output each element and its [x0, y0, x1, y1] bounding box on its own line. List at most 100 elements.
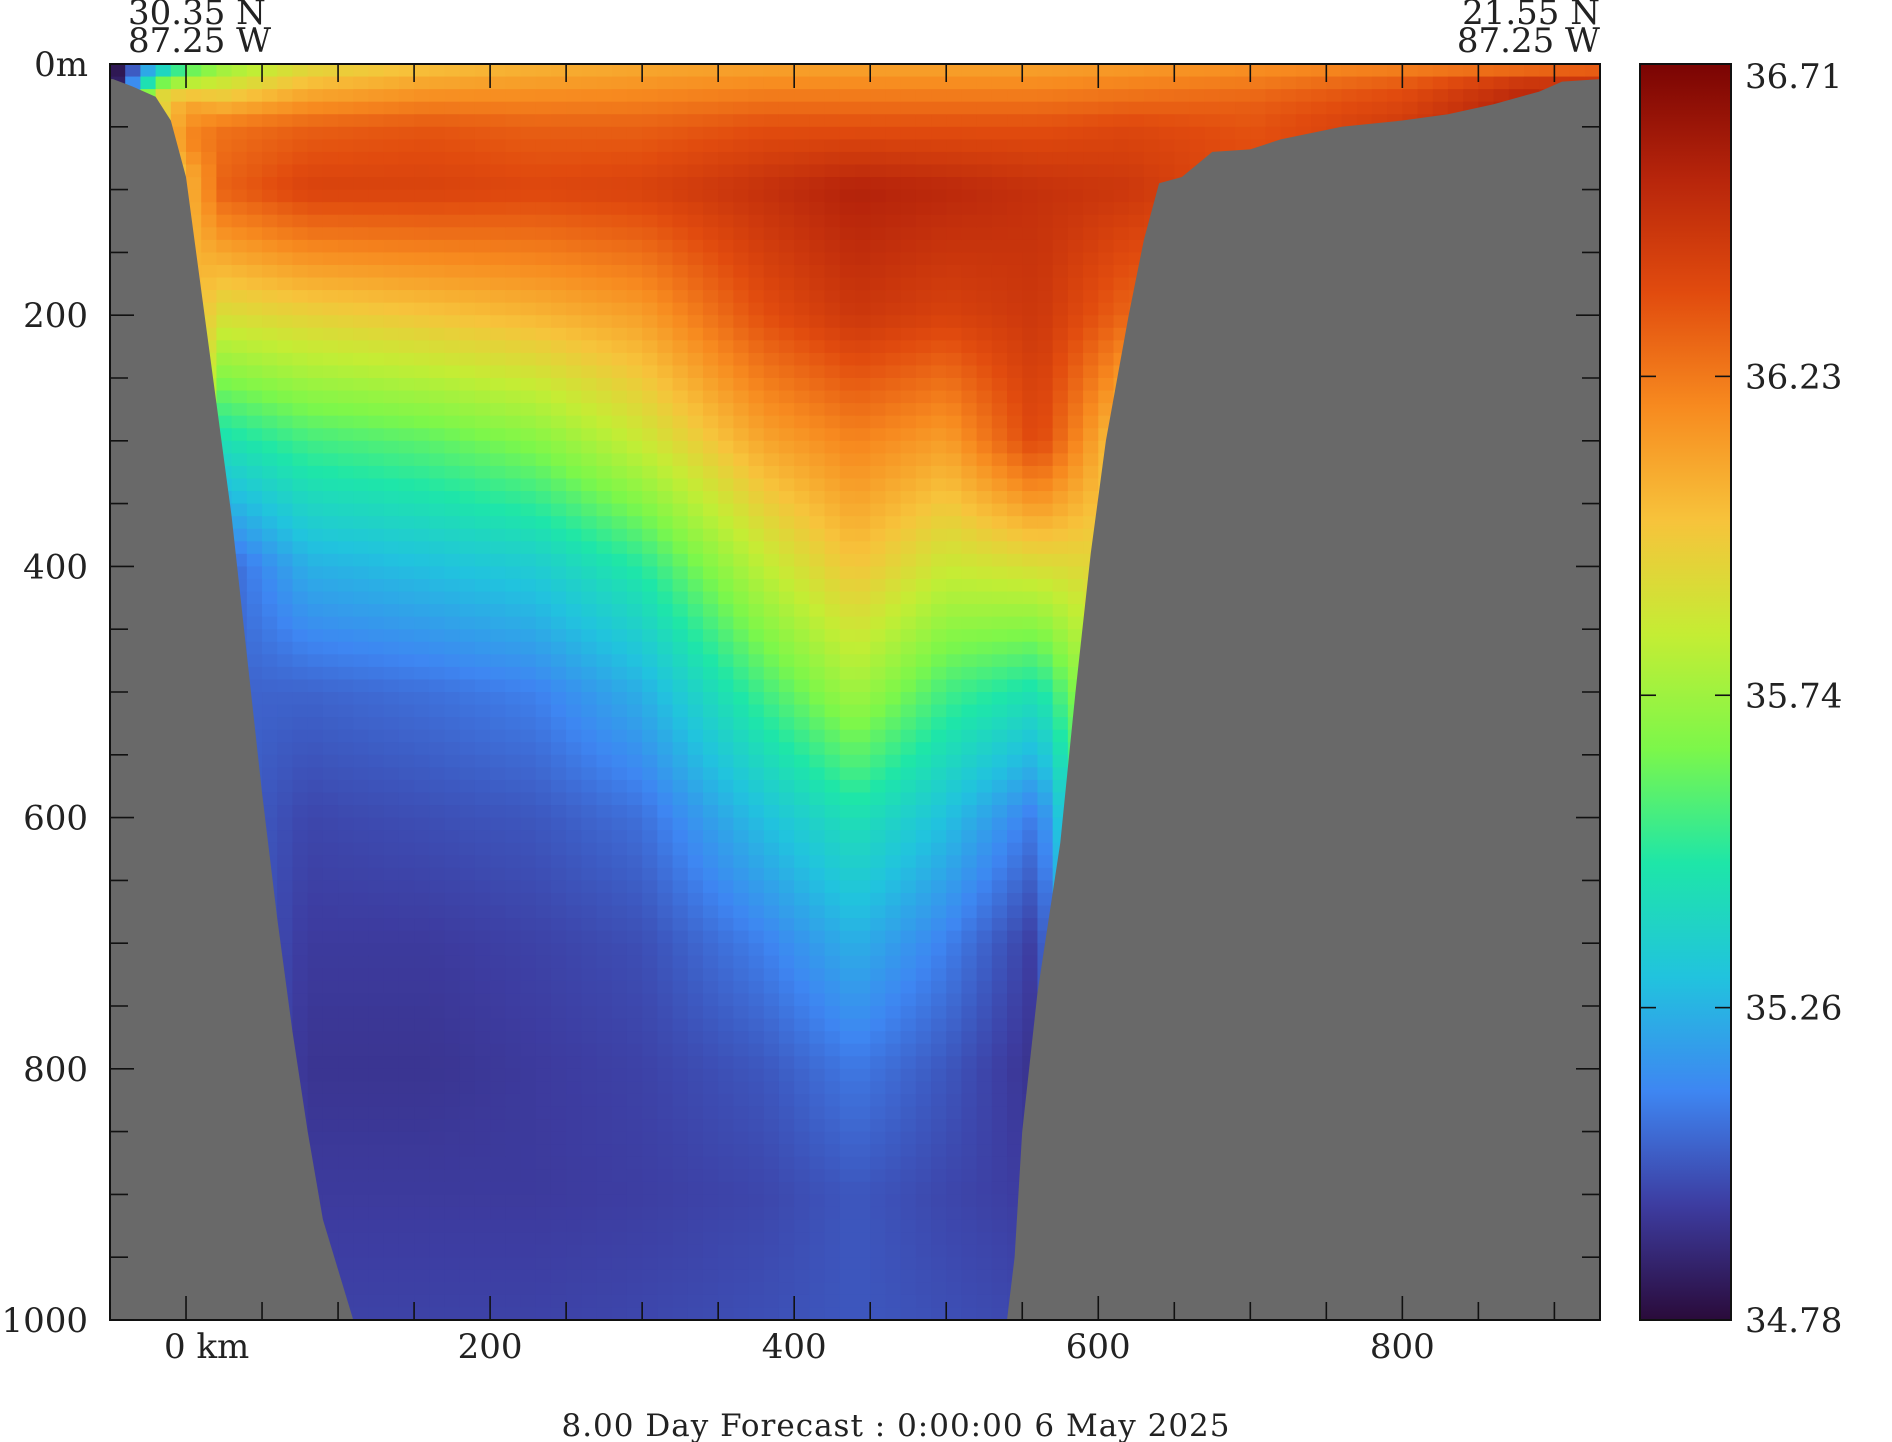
salinity-cell: [490, 415, 506, 429]
salinity-cell: [794, 553, 810, 567]
salinity-cell: [246, 101, 263, 115]
salinity-cell: [809, 1194, 826, 1208]
salinity-cell: [429, 1068, 446, 1082]
salinity-cell: [490, 742, 506, 756]
salinity-cell: [505, 164, 522, 178]
salinity-cell: [581, 842, 598, 856]
salinity-cell: [778, 327, 795, 341]
salinity-cell: [581, 264, 598, 279]
salinity-cell: [444, 1307, 461, 1320]
salinity-cell: [626, 1307, 643, 1320]
salinity-cell: [322, 1144, 339, 1158]
salinity-cell: [307, 729, 324, 743]
salinity-cell: [672, 930, 689, 944]
salinity-cell: [520, 139, 537, 153]
salinity-cell: [824, 227, 841, 241]
salinity-cell: [611, 114, 628, 128]
salinity-cell: [429, 692, 446, 706]
salinity-cell: [398, 993, 415, 1007]
salinity-cell: [535, 465, 552, 480]
salinity-cell: [809, 1018, 826, 1032]
salinity-cell: [368, 943, 385, 957]
salinity-cell: [520, 792, 537, 806]
salinity-cell: [855, 101, 871, 115]
salinity-cell: [687, 227, 704, 241]
salinity-cell: [398, 76, 415, 90]
salinity-cell: [778, 1056, 795, 1070]
salinity-cell: [687, 704, 704, 718]
salinity-cell: [398, 340, 415, 354]
salinity-cell: [322, 1219, 339, 1233]
salinity-cell: [748, 578, 765, 593]
salinity-cell: [429, 239, 446, 253]
salinity-cell: [824, 616, 841, 630]
salinity-cell: [839, 315, 856, 329]
salinity-cell: [414, 654, 430, 668]
salinity-cell: [672, 315, 689, 329]
salinity-cell: [778, 968, 795, 982]
salinity-cell: [353, 290, 370, 304]
salinity-cell: [277, 867, 294, 881]
salinity-cell: [687, 591, 704, 605]
salinity-cell: [368, 277, 385, 291]
salinity-cell: [444, 918, 461, 932]
salinity-cell: [763, 428, 780, 442]
salinity-cell: [778, 151, 795, 166]
salinity-cell: [474, 264, 491, 279]
salinity-cell: [414, 126, 430, 140]
salinity-cell: [642, 892, 658, 907]
salinity-cell: [778, 980, 795, 995]
salinity-cell: [414, 1294, 430, 1309]
salinity-cell: [824, 89, 841, 103]
salinity-cell: [566, 1282, 582, 1296]
salinity-cell: [520, 516, 537, 530]
salinity-cell: [535, 126, 552, 140]
salinity-cell: [383, 918, 400, 932]
salinity-cell: [702, 528, 719, 542]
salinity-cell: [763, 1144, 780, 1158]
salinity-cell: [277, 629, 294, 643]
salinity-cell: [490, 905, 506, 919]
salinity-cell: [809, 239, 826, 253]
salinity-cell: [809, 101, 826, 115]
salinity-cell: [611, 264, 628, 279]
salinity-cell: [672, 1056, 689, 1070]
salinity-cell: [277, 930, 294, 944]
salinity-cell: [474, 302, 491, 316]
salinity-cell: [794, 679, 810, 693]
salinity-cell: [292, 327, 309, 341]
salinity-cell: [581, 64, 598, 78]
salinity-cell: [687, 1169, 704, 1183]
salinity-cell: [535, 528, 552, 542]
salinity-cell: [778, 767, 795, 781]
salinity-cell: [839, 1232, 856, 1246]
salinity-cell: [429, 666, 446, 681]
salinity-cell: [763, 1081, 780, 1095]
salinity-cell: [702, 1131, 719, 1145]
salinity-cell: [824, 315, 841, 329]
salinity-cell: [550, 390, 567, 404]
salinity-cell: [596, 767, 613, 781]
salinity-cell: [672, 239, 689, 253]
salinity-cell: [566, 327, 582, 341]
salinity-cell: [368, 315, 385, 329]
salinity-cell: [581, 164, 598, 178]
salinity-cell: [535, 1006, 552, 1020]
salinity-cell: [292, 566, 309, 580]
salinity-cell: [231, 491, 248, 505]
salinity-cell: [383, 352, 400, 367]
salinity-cell: [581, 415, 598, 429]
salinity-cell: [672, 880, 689, 894]
salinity-cell: [353, 1307, 370, 1320]
salinity-cell: [383, 277, 400, 291]
salinity-cell: [778, 1269, 795, 1283]
salinity-cell: [398, 365, 415, 379]
salinity-cell: [566, 177, 582, 191]
salinity-cell: [307, 139, 324, 153]
salinity-cell: [718, 264, 734, 279]
salinity-cell: [809, 453, 826, 467]
salinity-cell: [763, 880, 780, 894]
salinity-cell: [490, 1006, 506, 1020]
salinity-cell: [186, 189, 202, 203]
salinity-cell: [490, 993, 506, 1007]
